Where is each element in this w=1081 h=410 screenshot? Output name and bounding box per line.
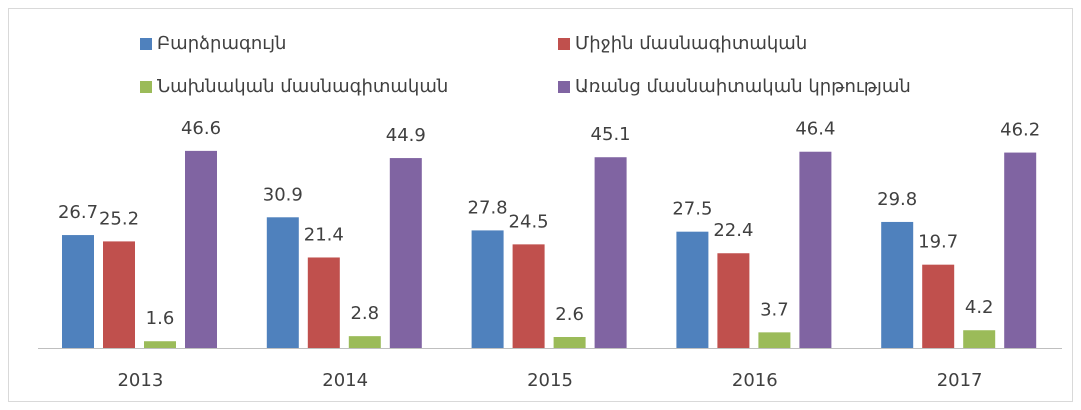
- data-label: 2.8: [350, 303, 379, 324]
- bar: [62, 235, 94, 348]
- data-label: 1.6: [146, 308, 175, 329]
- bar: [717, 253, 750, 348]
- bar: [144, 341, 176, 348]
- bar: [185, 150, 217, 348]
- data-label: 19.7: [918, 232, 958, 253]
- legend-swatch: [558, 38, 570, 50]
- bar: [922, 264, 955, 348]
- x-tick-label: 2014: [322, 370, 368, 391]
- data-label: 27.5: [672, 199, 712, 220]
- bar: [389, 158, 422, 348]
- data-label: 21.4: [304, 224, 344, 245]
- data-label: 29.8: [877, 189, 917, 210]
- data-label: 46.6: [181, 118, 221, 139]
- bar: [881, 221, 914, 348]
- bar: [1004, 152, 1037, 348]
- x-tick-label: 2016: [732, 370, 778, 391]
- legend-swatch: [558, 81, 570, 93]
- x-tick-label: 2017: [937, 370, 983, 391]
- bar: [553, 337, 586, 348]
- bar: [512, 244, 545, 348]
- bar: [348, 336, 381, 348]
- data-label: 46.2: [1000, 120, 1040, 141]
- legend-swatch: [140, 81, 152, 93]
- data-label: 26.7: [58, 202, 98, 223]
- bar: [594, 157, 627, 348]
- bar: [758, 332, 791, 348]
- legend-label: Առանց մասնաիտական կրթության: [575, 76, 911, 97]
- legend-swatch: [140, 38, 152, 50]
- x-tick-label: 2015: [527, 370, 573, 391]
- bar: [103, 241, 135, 348]
- data-label: 3.7: [760, 299, 789, 320]
- data-label: 2.6: [555, 304, 584, 325]
- x-tick-label: 2013: [117, 370, 163, 391]
- bar: [799, 151, 832, 348]
- data-label: 46.4: [795, 119, 835, 140]
- data-label: 45.1: [591, 124, 631, 145]
- bar: [963, 330, 996, 348]
- legend-label: Միջին մասնագիտական: [575, 33, 807, 54]
- data-label: 24.5: [509, 211, 549, 232]
- data-label: 30.9: [263, 184, 303, 205]
- bar: [266, 217, 299, 348]
- bar: [676, 231, 709, 348]
- data-label: 25.2: [99, 208, 139, 229]
- data-label: 44.9: [386, 125, 426, 146]
- data-label: 22.4: [713, 220, 753, 241]
- legend-label: Բարձրագույն: [157, 33, 286, 54]
- bar: [471, 230, 504, 348]
- legend-label: Նախնական մասնագիտական: [157, 76, 448, 97]
- data-label: 4.2: [965, 297, 994, 318]
- data-label: 27.8: [468, 197, 508, 218]
- bar: [307, 257, 340, 348]
